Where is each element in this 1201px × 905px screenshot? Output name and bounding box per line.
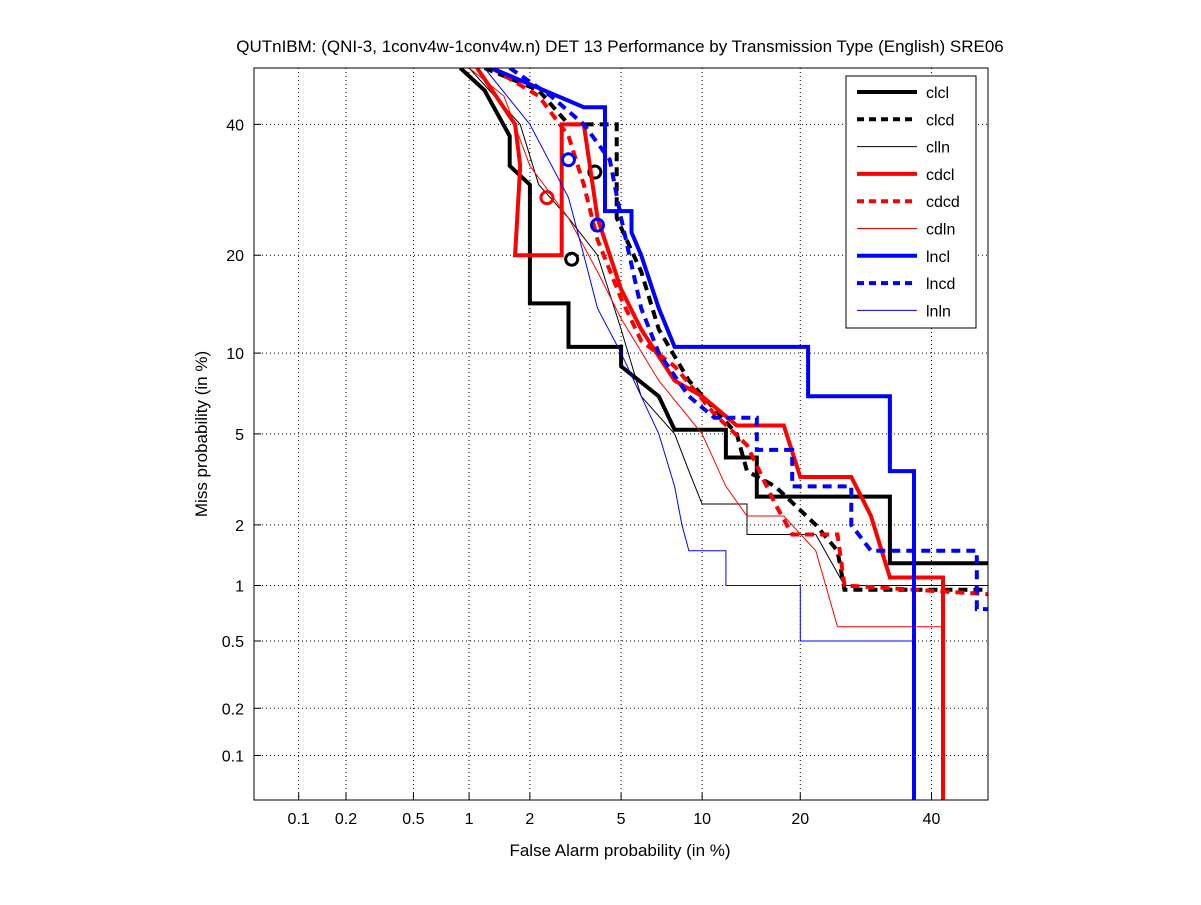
y-tick-label: 0.2 — [222, 701, 244, 718]
y-tick-label: 10 — [226, 346, 244, 363]
x-tick-label: 20 — [791, 811, 809, 828]
x-tick-label: 5 — [617, 811, 626, 828]
series-cdcd-line — [490, 68, 988, 597]
y-tick-label: 5 — [235, 427, 244, 444]
y-tick-label: 0.5 — [222, 634, 244, 651]
chart-title: QUTnIBM: (QNI-3, 1conv4w-1conv4w.n) DET … — [236, 37, 1004, 56]
x-tick-label: 1 — [465, 811, 474, 828]
series-clcd-line — [483, 68, 988, 592]
series-lnln-line — [484, 68, 915, 800]
x-tick-label: 0.5 — [402, 811, 424, 828]
y-tick-label: 2 — [235, 518, 244, 535]
series-lncl-line — [490, 68, 916, 800]
legend-label-cdln: cdln — [926, 222, 955, 239]
x-tick-label: 2 — [525, 811, 534, 828]
series-cdln-line — [468, 68, 944, 800]
legend-label-clcd: clcd — [926, 112, 954, 129]
axes-frame — [253, 67, 989, 801]
grid — [254, 68, 988, 800]
series-clln-line — [468, 68, 988, 800]
series-lncd-marker — [589, 217, 605, 233]
y-tick-label: 1 — [235, 579, 244, 596]
legend-label-cdcd: cdcd — [926, 194, 960, 211]
series-clcl-marker — [564, 251, 580, 267]
legend: clcl clcd clln cdcl cdcd cdln lncl lncd lnln — [845, 75, 977, 329]
legend-label-cdcl: cdcl — [926, 167, 954, 184]
y-tick-label: 20 — [226, 248, 244, 265]
legend-label-lncd: lncd — [926, 276, 955, 293]
y-axis-label: Miss probability (in %) — [192, 351, 211, 517]
legend-label-lncl: lncl — [926, 249, 950, 266]
x-tick-label: 0.1 — [288, 811, 310, 828]
x-tick-label: 40 — [923, 811, 941, 828]
series-lncl-marker — [560, 152, 576, 168]
x-tick-label: 0.2 — [335, 811, 357, 828]
x-axis-label: False Alarm probability (in %) — [509, 841, 730, 860]
y-tick-label: 40 — [226, 117, 244, 134]
x-tick-label: 10 — [693, 811, 711, 828]
y-tick-label: 0.1 — [222, 748, 244, 765]
tick-labels: 0.1 0.2 0.5 1 2 5 10 20 40 0.1 0.2 0.5 1 2 5 10 20 40 — [222, 117, 941, 828]
series-clcl-line — [458, 68, 988, 566]
series-lncd-line — [508, 68, 988, 612]
plot-area — [458, 68, 988, 800]
legend-label-lnln: lnln — [926, 303, 951, 320]
legend-label-clcl: clcl — [926, 85, 949, 102]
legend-label-clln: clln — [926, 140, 950, 157]
